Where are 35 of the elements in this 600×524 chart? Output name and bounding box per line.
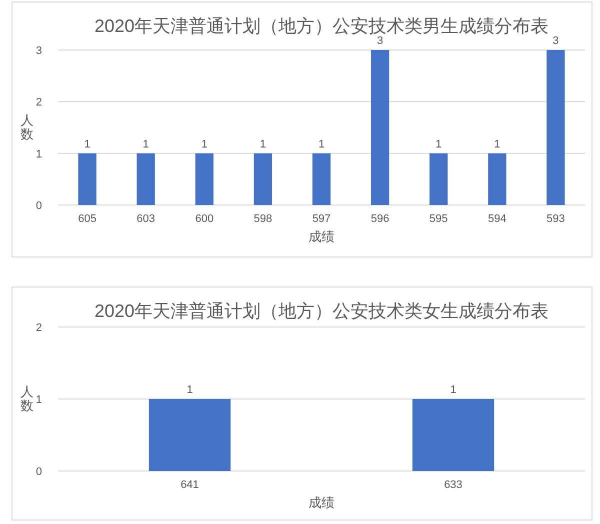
x-tick-label: 594 bbox=[488, 213, 506, 225]
y-axis-title: 人数 bbox=[20, 384, 34, 413]
data-label: 1 bbox=[436, 138, 442, 150]
data-label: 3 bbox=[552, 35, 559, 47]
data-label: 1 bbox=[450, 384, 456, 396]
y-tick-label: 0 bbox=[36, 466, 42, 478]
x-axis-title: 成绩 bbox=[308, 495, 334, 510]
data-label: 3 bbox=[376, 35, 384, 47]
data-label: 1 bbox=[201, 138, 208, 150]
x-tick-label: 596 bbox=[370, 213, 390, 225]
x-tick-label: 597 bbox=[312, 213, 331, 225]
data-label: 1 bbox=[260, 138, 266, 150]
chart-title: 2020年天津普通计划（地方）公安技术类男生成绩分布表 bbox=[94, 16, 549, 36]
y-tick-label: 2 bbox=[36, 322, 42, 334]
data-label: 1 bbox=[186, 384, 193, 396]
y-tick-label: 0 bbox=[36, 200, 42, 212]
data-label: 1 bbox=[84, 138, 90, 150]
y-tick-label: 1 bbox=[36, 394, 42, 406]
x-axis-title: 成绩 bbox=[308, 229, 334, 244]
x-tick-label: 603 bbox=[136, 213, 156, 225]
data-label: 1 bbox=[318, 138, 325, 150]
x-tick-label: 600 bbox=[195, 213, 214, 225]
y-tick-label: 1 bbox=[36, 148, 42, 160]
x-tick-label: 605 bbox=[78, 213, 96, 225]
x-tick-label: 598 bbox=[254, 213, 272, 225]
data-label: 1 bbox=[142, 138, 149, 150]
y-tick-label: 2 bbox=[36, 96, 42, 109]
x-tick-label: 595 bbox=[429, 213, 448, 225]
y-axis-title: 人数 bbox=[20, 112, 34, 142]
x-tick-label: 633 bbox=[444, 479, 462, 491]
data-label: 1 bbox=[494, 138, 500, 150]
x-tick-label: 641 bbox=[180, 479, 199, 491]
chart-title: 2020年天津普通计划（地方）公安技术类女生成绩分布表 bbox=[94, 301, 549, 321]
x-tick-label: 593 bbox=[546, 213, 565, 225]
y-tick-label: 3 bbox=[36, 45, 42, 57]
